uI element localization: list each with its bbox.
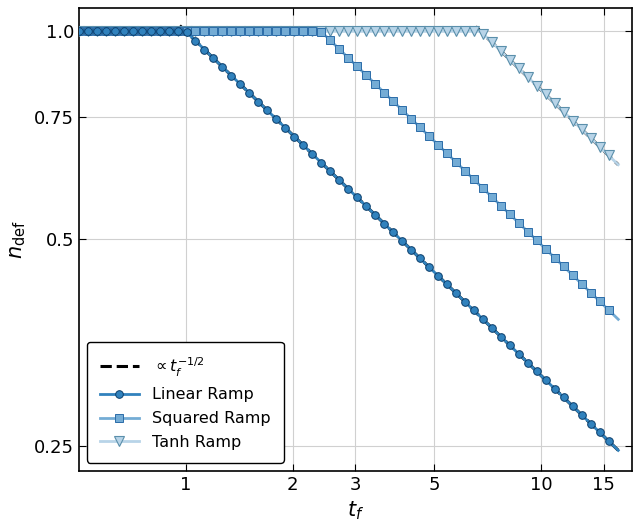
X-axis label: $t_f$: $t_f$ (347, 499, 364, 522)
Y-axis label: $n_{\rm def}$: $n_{\rm def}$ (8, 220, 28, 259)
Legend: $\propto t_f^{-1/2}$, Linear Ramp, Squared Ramp, Tanh Ramp: $\propto t_f^{-1/2}$, Linear Ramp, Squar… (87, 342, 284, 463)
